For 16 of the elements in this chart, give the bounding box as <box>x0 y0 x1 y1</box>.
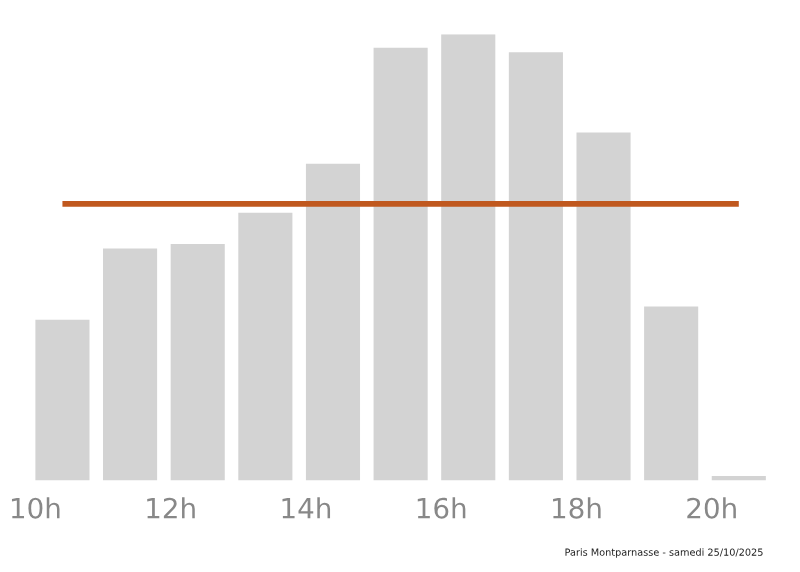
bar <box>238 212 293 481</box>
x-tick-label: 12h <box>147 497 195 519</box>
bar <box>576 132 631 481</box>
bar <box>508 52 563 481</box>
bar <box>103 248 158 481</box>
x-tick-label: 14h <box>282 497 331 519</box>
x-tick-label: 10h <box>11 497 60 519</box>
bar <box>373 47 428 481</box>
bar <box>305 163 361 481</box>
bar <box>35 319 90 481</box>
bar <box>441 34 496 481</box>
x-tick-label: 20h <box>687 497 736 519</box>
x-tick-label: 18h <box>553 497 601 519</box>
bar <box>170 244 225 481</box>
x-tick-label: 16h <box>417 497 466 519</box>
bar <box>644 306 699 481</box>
